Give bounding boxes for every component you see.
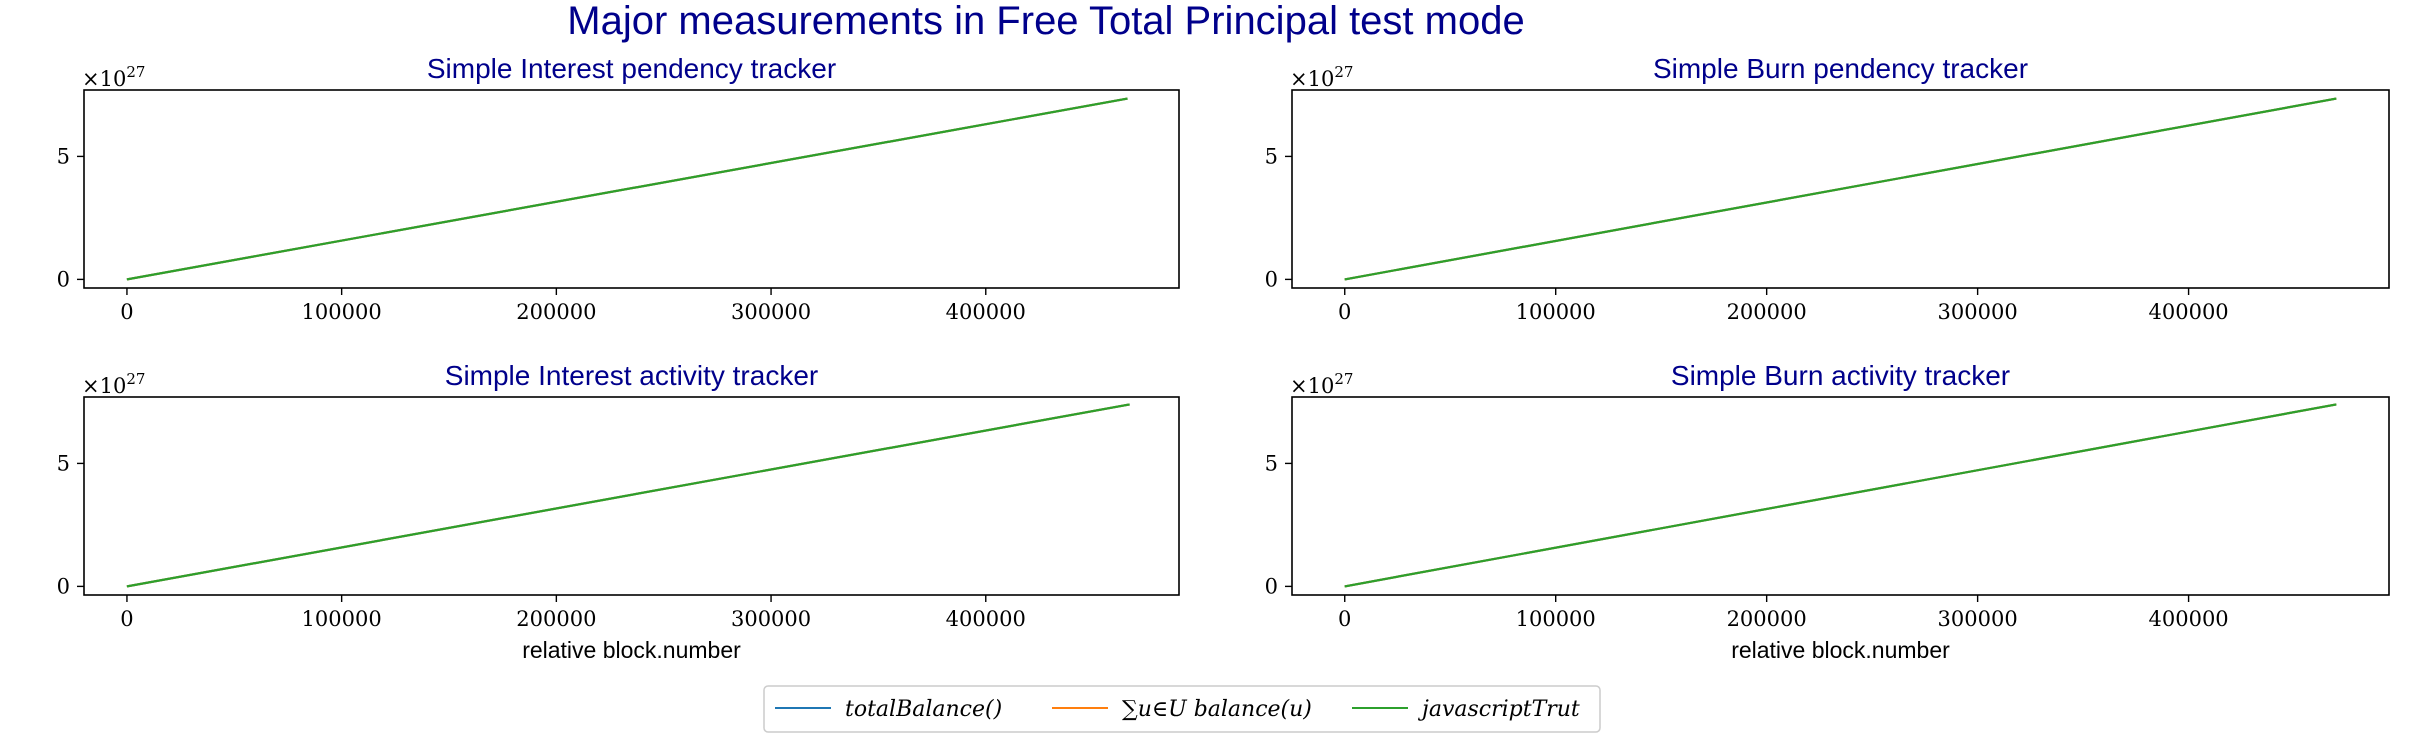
figure-title: Major measurements in Free Total Princip…: [567, 0, 1524, 43]
x-tick-label: 200000: [516, 300, 596, 324]
subplot-title: Simple Burn pendency tracker: [1653, 53, 2028, 84]
x-tick-label: 300000: [1938, 300, 2018, 324]
subplot-title: Simple Interest activity tracker: [445, 360, 818, 391]
x-tick-label: 300000: [731, 300, 811, 324]
y-offset-text: ×1027: [1290, 370, 1353, 398]
y-tick-label: 5: [1265, 144, 1278, 168]
y-tick-label: 0: [1265, 574, 1278, 598]
y-tick-label: 5: [57, 144, 70, 168]
y-tick-label: 0: [57, 574, 70, 598]
series-line-3: [126, 403, 1130, 588]
x-tick-label: 100000: [1516, 607, 1596, 631]
subplot-3: Simple Interest activity tracker 0 100000 2…: [57, 360, 1180, 663]
y-offset-text: ×1027: [82, 63, 145, 91]
axes-frame: [1291, 396, 2390, 596]
x-tick-label: 300000: [731, 607, 811, 631]
x-tick-label: 0: [1338, 607, 1351, 631]
subplot-4: Simple Burn activity tracker 0 100000 20000…: [1265, 360, 2390, 663]
x-tick-label: 200000: [1727, 607, 1807, 631]
y-offset-text: ×1027: [1290, 63, 1353, 91]
y-offset-text: ×1027: [82, 370, 145, 398]
x-tick-label: 200000: [516, 607, 596, 631]
legend-label-total-balance: totalBalance(): [845, 697, 1002, 722]
legend-label-sum-balance: ∑u∈U balance(u): [1122, 697, 1312, 722]
x-tick-label: 400000: [2149, 607, 2229, 631]
series-line-3: [1344, 97, 2337, 281]
x-tick-label: 100000: [1516, 300, 1596, 324]
y-tick-label: 5: [1265, 451, 1278, 475]
x-axis-label: relative block.number: [1731, 637, 1950, 663]
x-tick-label: 400000: [946, 300, 1026, 324]
axes-frame: [83, 396, 1180, 596]
x-tick-label: 100000: [302, 300, 382, 324]
x-tick-label: 0: [120, 300, 133, 324]
y-tick-label: 5: [57, 451, 70, 475]
subplots-area: Simple Interest pendency tracker 0 100000 2…: [57, 53, 2390, 663]
x-tick-label: 200000: [1727, 300, 1807, 324]
axes-frame: [1291, 89, 2390, 289]
subplot-title: Simple Burn activity tracker: [1671, 360, 2010, 391]
series-line-3: [126, 97, 1128, 281]
series-line-3: [1344, 403, 2337, 588]
y-tick-label: 0: [1265, 267, 1278, 291]
x-axis-label: relative block.number: [522, 637, 741, 663]
y-tick-label: 0: [57, 267, 70, 291]
legend: totalBalance() ∑u∈U balance(u) javascrip…: [763, 685, 1601, 733]
legend-label-javascript-trut: javascriptTrut: [1417, 697, 1580, 722]
subplot-2: Simple Burn pendency tracker 0 100000 20000…: [1265, 53, 2390, 324]
legend-frame: [763, 685, 1601, 733]
axes-frame: [83, 89, 1180, 289]
subplot-1: Simple Interest pendency tracker 0 100000 2…: [57, 53, 1180, 324]
subplot-title: Simple Interest pendency tracker: [427, 53, 836, 84]
x-tick-label: 400000: [946, 607, 1026, 631]
x-tick-label: 0: [120, 607, 133, 631]
x-tick-label: 300000: [1938, 607, 2018, 631]
x-tick-label: 400000: [2149, 300, 2229, 324]
x-tick-label: 100000: [302, 607, 382, 631]
x-tick-label: 0: [1338, 300, 1351, 324]
